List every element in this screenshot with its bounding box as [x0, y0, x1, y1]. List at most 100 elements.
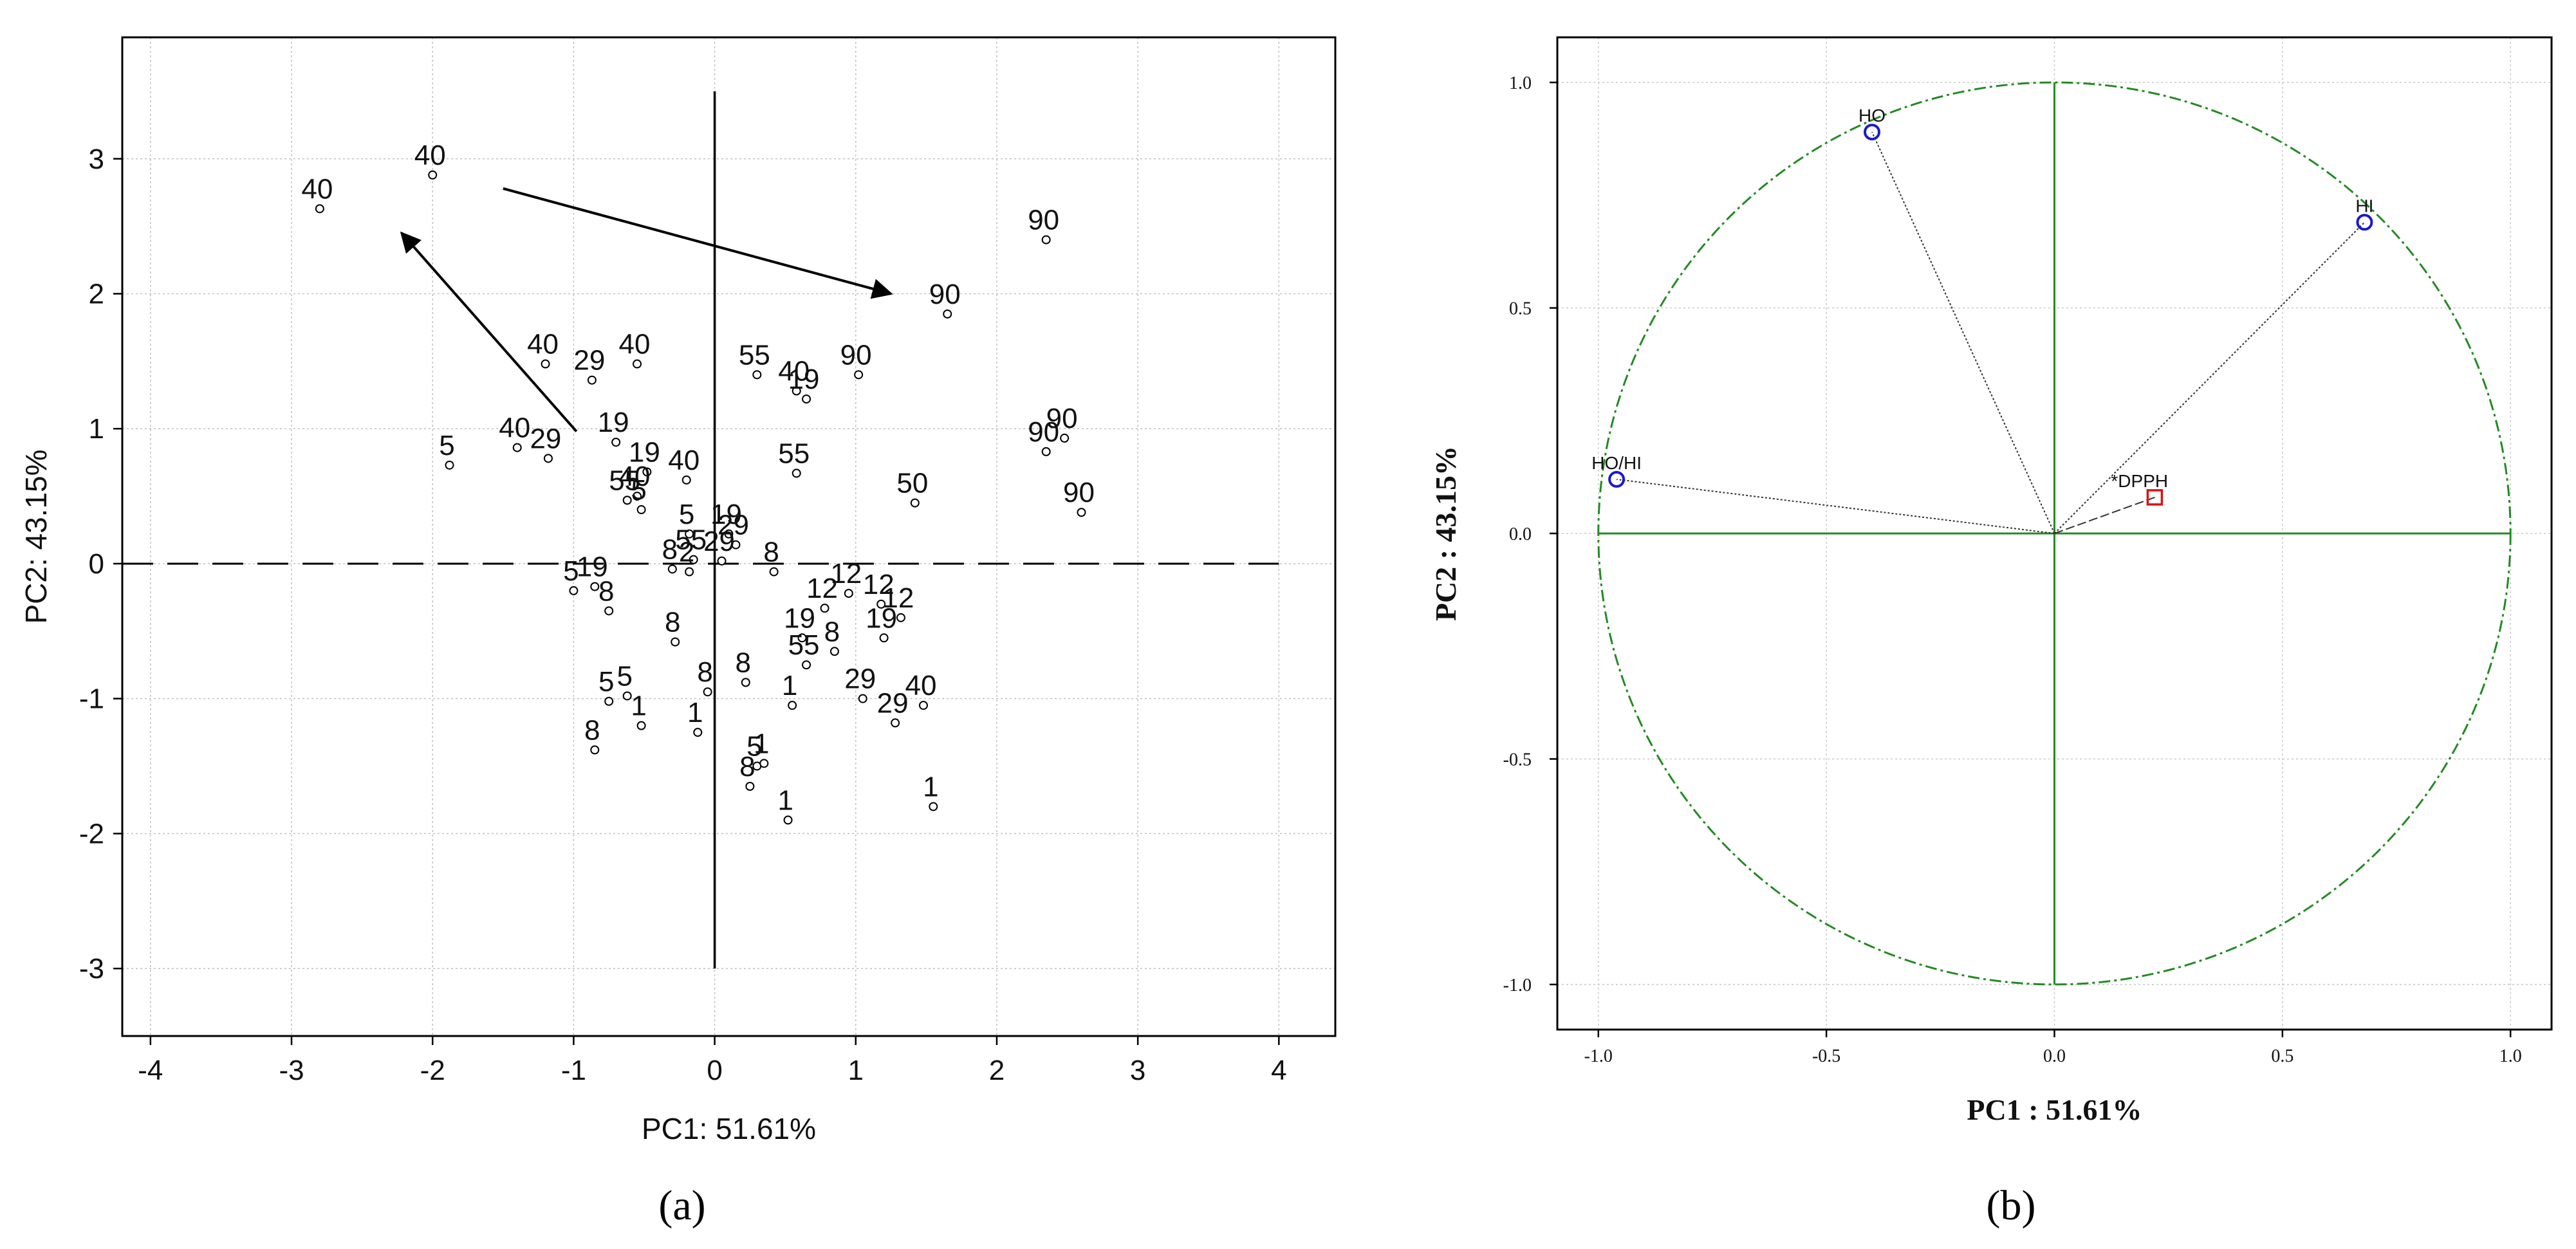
panel-a-point-label: 19 — [598, 407, 629, 438]
panel-b-vector-line — [2053, 221, 2366, 534]
panel-a-point-label: 40 — [668, 445, 700, 476]
panel-a-point-label: 8 — [697, 656, 712, 688]
panel-a-point — [590, 582, 600, 591]
panel-a-point — [604, 606, 614, 616]
panel-a-point — [667, 564, 677, 574]
panel-a-y-tick-label: 0 — [89, 548, 104, 580]
panel-a-point-label: 1 — [687, 697, 703, 728]
panel-a-reference-lines — [122, 91, 1279, 969]
panel-a-point — [802, 394, 811, 404]
panel-a-point — [717, 556, 727, 566]
panel-a-point-label: 8 — [739, 751, 755, 782]
panel-a-point-label: 5 — [616, 660, 632, 692]
panel-a-y-tick-label: -1 — [79, 683, 104, 715]
panel-a-point-label: 40 — [301, 173, 333, 205]
panel-a-point — [1041, 235, 1051, 245]
panel-a-point — [642, 467, 652, 477]
panel-a-point — [759, 759, 769, 768]
panel-b-y-tick-label: -0.5 — [1503, 750, 1532, 770]
panel-b-x-axis-label: PC1 : 51.61% — [1967, 1093, 2142, 1126]
panel-a-point — [590, 745, 600, 755]
panel-a-point — [792, 386, 801, 396]
panel-b-variable-marker-square — [2146, 489, 2164, 506]
panel-a-point-label: 29 — [877, 687, 909, 719]
panel-b-y-tick-label: 0.0 — [1509, 524, 1532, 544]
panel-b-vector-line — [2054, 496, 2155, 534]
panel-a-point-label: 5 — [746, 731, 762, 763]
panel-a-point-label: 1 — [777, 784, 793, 816]
panel-a-point — [745, 782, 755, 791]
panel-a-x-tick-label: 1 — [848, 1055, 864, 1086]
panel-b-variable-label: HO/HI — [1591, 453, 1642, 473]
panel-a-point — [731, 540, 741, 550]
panel-a-point — [315, 204, 324, 214]
panel-a-point-label: 90 — [1028, 205, 1059, 236]
panel-a-label: (a) — [658, 1182, 705, 1229]
panel-a-point — [783, 815, 793, 825]
panel-a-point-label: 55 — [778, 438, 810, 469]
panel-a-point-label: 90 — [1028, 416, 1059, 448]
panel-a-point — [918, 701, 928, 710]
panel-a-point-label: 90 — [1063, 477, 1095, 508]
panel-a-point-label: 29 — [718, 510, 749, 541]
panel-a-point-label: 1 — [923, 771, 938, 802]
panel-a-point-label: 90 — [929, 279, 961, 310]
panel-a-point — [724, 529, 734, 539]
panel-a-point-label: 8 — [736, 647, 751, 679]
panel-a-x-tick-label: -2 — [420, 1055, 445, 1086]
panel-a-point-label: 12 — [806, 573, 838, 604]
panel-a-point-label: 40 — [619, 329, 651, 360]
panel-a-point — [512, 443, 522, 452]
panel-a-point — [611, 438, 621, 447]
panel-a-point-label: 12 — [863, 569, 894, 600]
panel-a-y-axis-label: PC2: 43.15% — [19, 449, 53, 624]
panel-a-point-label: 19 — [784, 602, 815, 634]
panel-a-point-label: 19 — [710, 499, 742, 530]
panel-a-point-label: 90 — [840, 339, 872, 371]
panel-a-point — [943, 309, 952, 319]
panel-a-point-label: 40 — [414, 140, 446, 171]
panel-a-point-label: 40 — [778, 355, 810, 387]
panel-a-point-label: 12 — [882, 582, 914, 614]
panel-a-point — [569, 586, 579, 595]
panel-a-point — [445, 460, 454, 470]
panel-a-y-tick-label: 1 — [89, 413, 104, 445]
panel-a-point — [910, 498, 920, 508]
panel-a-point-label: 1 — [754, 728, 769, 759]
panel-a-x-tick-label: 3 — [1130, 1055, 1145, 1086]
panel-b-variable-label: *DPPH — [2111, 471, 2168, 491]
panel-a-point-label: 8 — [584, 714, 600, 746]
panel-a-point-label: 8 — [763, 537, 779, 568]
panel-a-point — [854, 370, 864, 380]
panel-b-y-tick-label: -1.0 — [1503, 976, 1532, 995]
panel-a-point-label: 19 — [577, 551, 608, 583]
panel-b-variable-marker-circle — [1864, 124, 1881, 141]
panel-a-point-label: 55 — [675, 524, 707, 556]
panel-a-point — [693, 728, 703, 737]
panel-a-point — [929, 802, 938, 811]
panel-a-point-label: 90 — [1046, 403, 1078, 434]
panel-a-point — [636, 721, 646, 730]
panel-a-point — [622, 495, 632, 505]
panel-b-label: (b) — [1987, 1182, 2036, 1229]
panel-a-point-label: 8 — [598, 575, 614, 607]
panel-a-point-label: 12 — [830, 558, 862, 589]
panel-a-point-label: 5 — [563, 555, 579, 587]
panel-a-point — [541, 359, 550, 369]
panel-a-x-tick-label: -3 — [279, 1055, 304, 1086]
panel-a-point-label: 55 — [788, 629, 820, 661]
panel-a-point — [829, 647, 839, 656]
panel-a-point-label: 40 — [905, 670, 937, 701]
panel-a-point-label: 1 — [631, 690, 646, 722]
panel-a-point-label: 40 — [527, 329, 559, 360]
panel-b-variable-marker-circle — [1608, 470, 1626, 488]
panel-a-point — [891, 718, 900, 728]
panel-a-point — [896, 613, 905, 622]
panel-a-arrow — [400, 231, 578, 432]
panel-a-point-label: 5 — [598, 666, 614, 698]
panel-b-y-tick-label: 0.5 — [1509, 299, 1532, 319]
panel-b-x-tick-label: 1.0 — [2499, 1046, 2522, 1066]
panel-b-plot-frame — [1556, 36, 2553, 1031]
